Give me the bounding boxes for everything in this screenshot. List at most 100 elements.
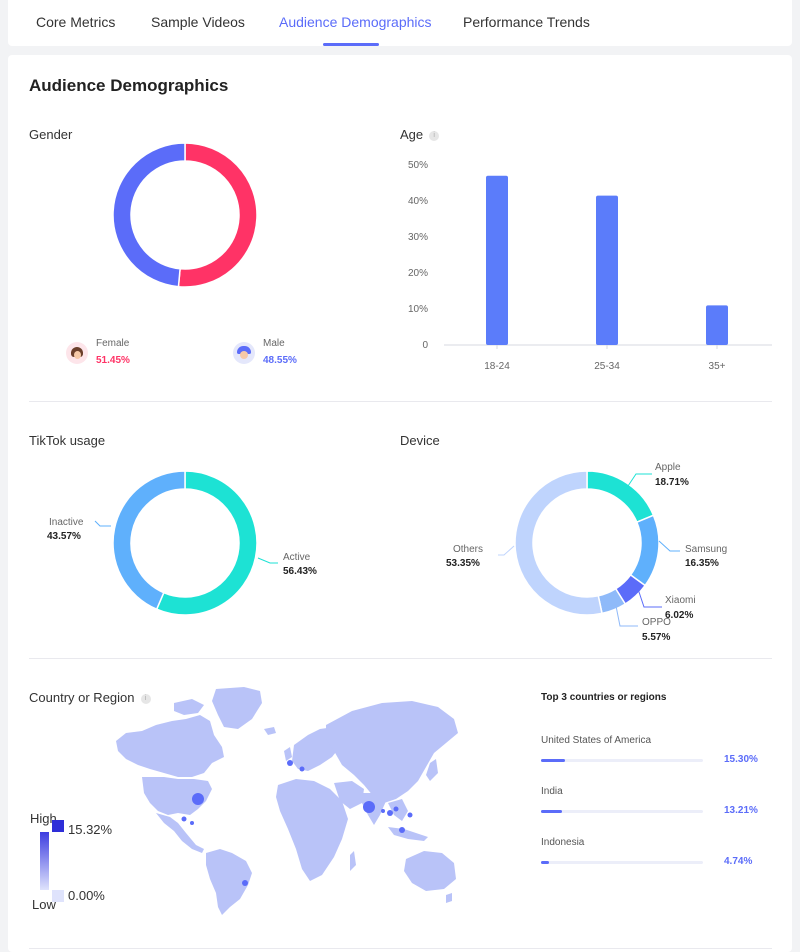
top3-value: 15.30% xyxy=(724,754,758,765)
leader-line-xiaomi xyxy=(637,588,662,608)
leader-line-active xyxy=(257,557,278,564)
top3-title: Top 3 countries or regions xyxy=(541,692,667,703)
leader-line-oppo xyxy=(615,605,638,627)
tab-bar: Core Metrics Sample Videos Audience Demo… xyxy=(8,0,792,46)
legend-male: Male 48.55% xyxy=(233,338,297,366)
y-tick-label: 50% xyxy=(408,160,428,171)
device-oppo-label: OPPO xyxy=(642,617,671,628)
male-value: 48.55% xyxy=(263,355,297,366)
age-bar-35+[interactable] xyxy=(706,305,728,345)
tab-sample-videos[interactable]: Sample Videos xyxy=(151,14,245,30)
page-title: Audience Demographics xyxy=(29,76,229,95)
marker-sea-2[interactable] xyxy=(393,806,399,812)
marker-mexico[interactable] xyxy=(181,816,187,822)
top3-row[interactable]: United States of America 15.30% xyxy=(541,735,771,765)
donut-slice-others[interactable] xyxy=(514,470,603,616)
top3-value: 4.74% xyxy=(724,856,753,867)
male-label: Male xyxy=(263,338,285,349)
age-bar-chart: 0 10% 20% 30% 40% 50% 18-24 25-34 35+ xyxy=(408,160,772,372)
donut-slice-samsung[interactable] xyxy=(629,514,660,587)
active-tab-indicator xyxy=(323,43,379,46)
marker-sea-1[interactable] xyxy=(387,810,393,816)
age-label: Age i xyxy=(400,127,440,142)
inactive-label: Inactive xyxy=(49,517,84,528)
gender-donut-chart xyxy=(112,142,258,288)
device-oppo-value: 5.57% xyxy=(642,632,670,643)
x-tick-label: 18-24 xyxy=(484,361,510,372)
device-xiaomi-value: 6.02% xyxy=(665,610,693,621)
leader-line-samsung xyxy=(658,540,680,552)
marker-indonesia[interactable] xyxy=(399,827,405,833)
world-map[interactable] xyxy=(112,685,460,917)
top3-name: Indonesia xyxy=(541,837,585,848)
marker-uk[interactable] xyxy=(287,760,293,766)
tab-audience-demographics[interactable]: Audience Demographics xyxy=(279,14,432,30)
top3-row[interactable]: India 13.21% xyxy=(541,786,771,816)
inactive-value: 43.57% xyxy=(47,531,81,542)
age-label-text: Age xyxy=(400,127,424,142)
region-markers xyxy=(181,760,413,886)
world-landmass xyxy=(116,687,458,915)
top3-name: United States of America xyxy=(541,735,652,746)
active-label: Active xyxy=(283,552,311,563)
top3-progress-fill xyxy=(541,861,549,864)
female-value: 51.45% xyxy=(96,355,130,366)
device-label: Device xyxy=(400,433,440,448)
x-tick-label: 35+ xyxy=(709,361,726,372)
age-bar-18-24[interactable] xyxy=(486,175,508,345)
top3-progress-fill xyxy=(541,810,562,813)
device-xiaomi-label: Xiaomi xyxy=(665,595,696,606)
leader-line-inactive xyxy=(94,520,111,527)
marker-philippines[interactable] xyxy=(407,812,413,818)
tab-core-metrics[interactable]: Core Metrics xyxy=(36,14,116,30)
marker-central-america[interactable] xyxy=(190,821,194,825)
device-samsung-label: Samsung xyxy=(685,544,727,555)
gender-label: Gender xyxy=(29,127,73,142)
info-icon[interactable]: i xyxy=(429,131,440,141)
scale-min-value: 0.00% xyxy=(68,888,105,903)
male-avatar-icon xyxy=(233,342,255,364)
donut-slice-inactive[interactable] xyxy=(112,470,186,611)
top3-name: India xyxy=(541,786,563,797)
top3-progress-track xyxy=(541,810,703,813)
device-donut-chart: Apple 18.71% Samsung 16.35% Xiaomi 6.02%OPPO 5… xyxy=(446,462,727,643)
device-apple-value: 18.71% xyxy=(655,477,689,488)
divider xyxy=(29,948,772,949)
divider xyxy=(29,401,772,402)
leader-line-apple xyxy=(627,473,652,487)
device-apple-label: Apple xyxy=(655,462,681,473)
top3-progress-track xyxy=(541,759,703,762)
x-tick-label: 25-34 xyxy=(594,361,620,372)
marker-india[interactable] xyxy=(363,801,375,813)
region-label-text: Country or Region xyxy=(29,690,135,705)
device-samsung-value: 16.35% xyxy=(685,558,719,569)
scale-low-label: Low xyxy=(32,897,56,912)
scale-high-label: High xyxy=(30,811,57,826)
tab-performance-trends[interactable]: Performance Trends xyxy=(463,14,590,30)
top3-progress-track xyxy=(541,861,703,864)
female-label: Female xyxy=(96,338,130,349)
divider xyxy=(29,658,772,659)
donut-slice-active[interactable] xyxy=(155,470,258,616)
leader-line-others xyxy=(498,545,515,556)
donut-slice-male[interactable] xyxy=(112,142,186,288)
tiktok-usage-donut-chart: Inactive 43.57% Active 56.43% xyxy=(47,470,317,616)
y-tick-label: 20% xyxy=(408,268,428,279)
age-bar-25-34[interactable] xyxy=(596,195,618,345)
device-others-label: Others xyxy=(453,544,483,555)
marker-brazil[interactable] xyxy=(242,880,248,886)
color-scale-bar xyxy=(40,820,64,902)
y-tick-label: 30% xyxy=(408,232,428,243)
female-avatar-icon xyxy=(66,342,88,364)
legend-female: Female 51.45% xyxy=(66,338,130,366)
marker-europe[interactable] xyxy=(299,766,305,772)
marker-bangladesh[interactable] xyxy=(381,809,385,813)
marker-usa[interactable] xyxy=(192,793,204,805)
demographics-card: Audience Demographics Gender Female 51.4… xyxy=(8,55,792,952)
top3-progress-fill xyxy=(541,759,566,762)
top3-value: 13.21% xyxy=(724,805,758,816)
donut-slice-apple[interactable] xyxy=(586,470,655,524)
tiktok-usage-label: TikTok usage xyxy=(29,433,106,448)
info-icon[interactable]: i xyxy=(140,694,151,704)
top3-row[interactable]: Indonesia 4.74% xyxy=(541,837,771,867)
